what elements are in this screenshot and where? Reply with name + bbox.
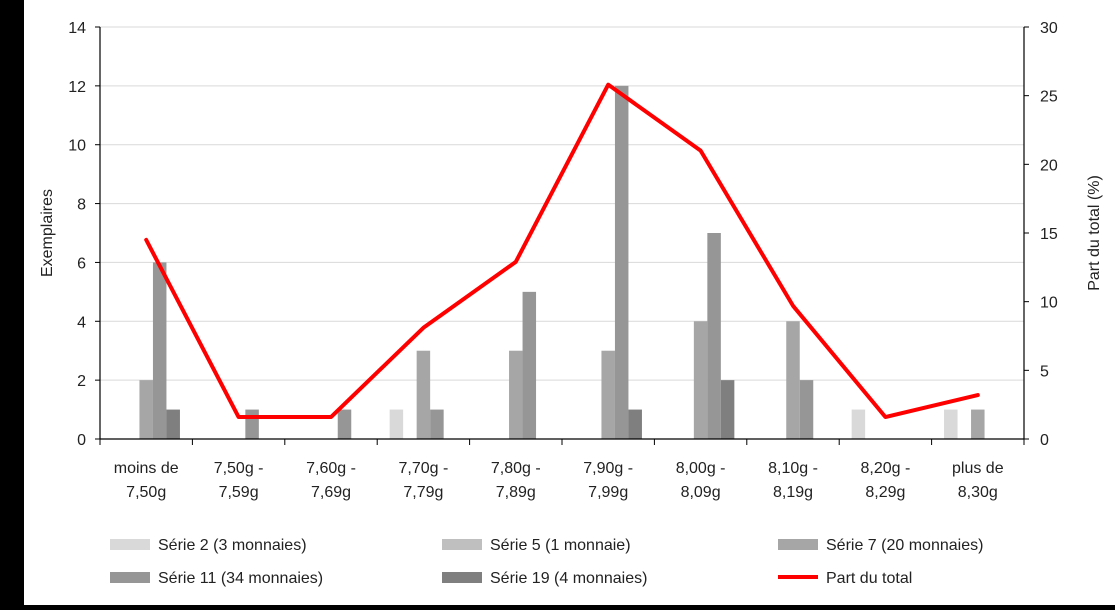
y2-tick-label: 10 (1040, 295, 1058, 312)
legend-label: Série 7 (20 monnaies) (826, 537, 983, 554)
x-tick-label-line: 8,30g (958, 484, 998, 501)
legend-label: Part du total (826, 570, 912, 587)
y2-tick-label: 25 (1040, 89, 1058, 106)
legend-swatch (778, 539, 818, 550)
y-tick-label: 2 (77, 373, 86, 390)
x-tick-label-line: 7,69g (311, 484, 351, 501)
line-series (144, 82, 980, 420)
bar (416, 350, 431, 439)
y2-tick-label: 0 (1040, 432, 1049, 449)
x-tick-label: 8,00g - 8,09g (676, 460, 726, 501)
axes (95, 26, 1029, 445)
bar (245, 409, 259, 439)
x-tick-label-line: plus de (952, 460, 1004, 477)
x-tick-label-line: 8,19g (773, 484, 813, 501)
x-tick-label: moins de 7,50g (114, 460, 179, 501)
y-tick-label: 6 (77, 255, 86, 272)
y-tick-label: 8 (77, 197, 86, 214)
x-tick-label-line: 8,09g (681, 484, 721, 501)
bar (601, 350, 615, 439)
x-tick-label: 7,90g - 7,99g (583, 460, 633, 501)
bar (799, 380, 814, 439)
y2-tick-label: 30 (1040, 20, 1058, 37)
y2-tick-label: 15 (1040, 226, 1058, 243)
bar (851, 409, 866, 439)
bar (337, 409, 352, 439)
bar (720, 380, 735, 439)
bars (139, 85, 985, 439)
line-part-du-total (144, 82, 980, 420)
x-tick-label-line: 7,50g (126, 484, 166, 501)
bar (509, 350, 523, 439)
y-axis-title: Exemplaires (39, 189, 56, 277)
x-tick-label-line: 7,99g (588, 484, 628, 501)
x-tick-label-line: 7,70g - (398, 460, 448, 477)
x-tick-label: 7,50g - 7,59g (214, 460, 264, 501)
x-tick-label-line: 7,80g - (491, 460, 541, 477)
bar (614, 85, 629, 439)
x-tick-label-line: moins de (114, 460, 179, 477)
x-tick-label: 7,80g - 7,89g (491, 460, 541, 501)
y-tick-label: 0 (77, 432, 86, 449)
x-tick-label-line: 8,20g - (860, 460, 910, 477)
bar (944, 409, 958, 439)
legend-swatch (110, 539, 150, 550)
bar (430, 409, 444, 439)
grid-lines (100, 26, 1024, 381)
y2-tick-label: 5 (1040, 363, 1049, 380)
x-tick-label: plus de 8,30g (952, 460, 1004, 501)
x-tick-label: 7,70g - 7,79g (398, 460, 448, 501)
bar (786, 321, 800, 439)
x-tick-label-line: 8,00g - (676, 460, 726, 477)
tick-labels: 0 2 4 6 8 10 12 14 0 5 10 15 20 25 30 moins de 7,50g 7,50… (68, 20, 1058, 501)
x-tick-label: 7,60g - 7,69g (306, 460, 356, 501)
y-tick-label: 14 (68, 20, 86, 37)
x-tick-label: 8,20g - 8,29g (860, 460, 910, 501)
legend: Série 2 (3 monnaies) Série 5 (1 monnaie) S… (110, 537, 983, 587)
bar (693, 321, 708, 439)
legend-label: Série 2 (3 monnaies) (158, 537, 307, 554)
y2-axis-title: Part du total (%) (1086, 175, 1103, 291)
bar (389, 409, 404, 439)
legend-swatch (442, 572, 482, 583)
x-tick-label-line: 7,90g - (583, 460, 633, 477)
bar (628, 409, 642, 439)
bar (707, 233, 721, 439)
bar (139, 380, 153, 439)
x-tick-label: 8,10g - 8,19g (768, 460, 818, 501)
y-tick-label: 4 (77, 314, 86, 331)
y-tick-label: 12 (68, 79, 86, 96)
bar (152, 262, 167, 439)
x-tick-label-line: 7,50g - (214, 460, 264, 477)
legend-swatch (110, 572, 150, 583)
y2-tick-label: 20 (1040, 157, 1058, 174)
legend-label: Série 5 (1 monnaie) (490, 537, 631, 554)
y-tick-label: 10 (68, 138, 86, 155)
x-tick-label-line: 8,10g - (768, 460, 818, 477)
x-tick-label-line: 7,60g - (306, 460, 356, 477)
bar (166, 409, 180, 439)
x-tick-label-line: 7,89g (496, 484, 536, 501)
bar (971, 409, 985, 439)
bar (522, 291, 537, 439)
chart-background (24, 0, 1115, 605)
legend-swatch (442, 539, 482, 550)
x-tick-label-line: 7,79g (403, 484, 443, 501)
x-tick-label-line: 8,29g (865, 484, 905, 501)
x-tick-label-line: 7,59g (219, 484, 259, 501)
legend-label: Série 19 (4 monnaies) (490, 570, 647, 587)
legend-label: Série 11 (34 monnaies) (158, 570, 323, 587)
